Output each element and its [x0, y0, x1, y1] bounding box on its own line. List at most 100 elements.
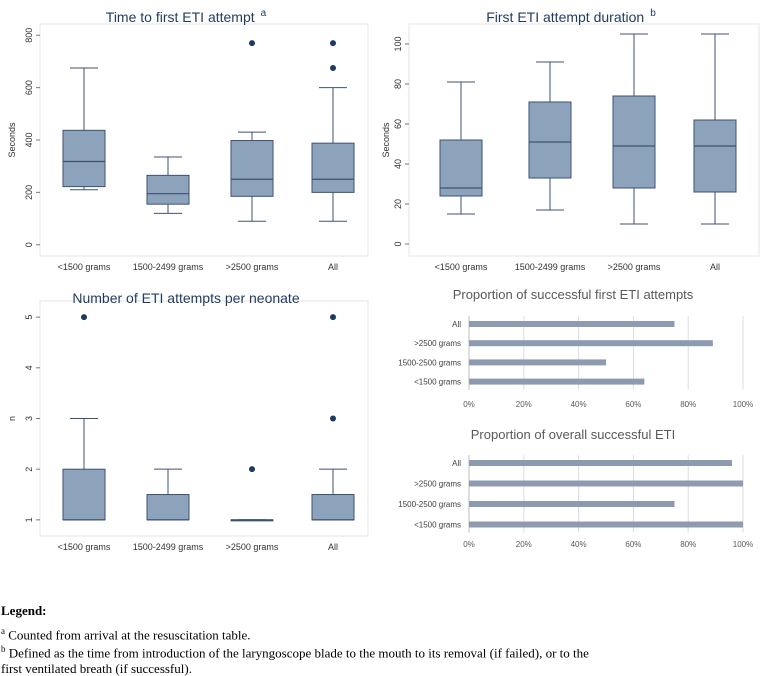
- bar: [469, 340, 713, 347]
- box-2: [230, 466, 274, 522]
- x-category-label: >2500 grams: [226, 262, 279, 272]
- x-tick-label: 60%: [625, 400, 641, 409]
- y-category-label: All: [452, 320, 461, 329]
- x-tick-label: 0%: [463, 400, 475, 409]
- y-category-label: >2500 grams: [414, 339, 461, 348]
- legend-note-a-text: Counted from arrival at the resuscitatio…: [8, 627, 251, 643]
- bar: [469, 521, 743, 528]
- legend-note-a: a Counted from arrival at the resuscitat…: [1, 624, 761, 642]
- legend-note-b-continued-text: first ventilated breath (if successful).: [1, 660, 192, 676]
- bar: [469, 460, 733, 466]
- y-axis-label: n: [7, 416, 17, 421]
- chart-title-text: Time to first ETI attempt: [106, 9, 255, 25]
- chart-title: Number of ETI attempts per neonate: [72, 290, 299, 306]
- x-category-label: <1500 grams: [58, 542, 111, 552]
- y-category-label: 1500-2500 grams: [398, 358, 461, 367]
- bar: [469, 321, 675, 327]
- box-0: [439, 81, 483, 215]
- y-category-label: 1500-2500 grams: [398, 500, 461, 509]
- figure-legend: Legend: a Counted from arrival at the re…: [1, 603, 761, 676]
- boxplot-time-to-first-eti: Time to first ETI attempt a Seconds 0 200 400…: [7, 8, 369, 272]
- chart-panel-proportion-overall-success: Proportion of overall successful ETI 0% 20…: [381, 421, 765, 559]
- box-1: [528, 61, 572, 211]
- x-category-label: All: [710, 262, 720, 272]
- box-1: [146, 156, 190, 214]
- boxplot-number-of-eti-attempts: Number of ETI attempts per neonate n 1 2 3 4 5…: [7, 290, 369, 552]
- x-category-label: 1500-2499 grams: [133, 262, 204, 272]
- box-0: [62, 314, 106, 521]
- legend-heading: Legend:: [1, 603, 47, 618]
- box-body: [612, 95, 656, 189]
- y-tick-label: 0: [24, 242, 34, 247]
- y-category-label: <1500 grams: [414, 521, 461, 530]
- y-tick-label: 200: [24, 185, 34, 200]
- boxplot-first-eti-duration: First ETI attempt duration b Seconds 0 20 40 6…: [381, 8, 760, 272]
- y-category-label: >2500 grams: [414, 480, 461, 489]
- barchart-successful-first-attempts: Proportion of successful first ETI attem…: [398, 287, 753, 409]
- bar: [469, 378, 645, 385]
- x-tick-label: 100%: [733, 540, 753, 549]
- box-1: [146, 468, 190, 521]
- outlier-point: [330, 64, 336, 71]
- chart-title: Proportion of overall successful ETI: [471, 427, 675, 442]
- y-category-label: <1500 grams: [414, 378, 461, 387]
- y-tick-label: 3: [24, 416, 34, 421]
- y-tick-label: 600: [24, 80, 34, 95]
- outlier-point: [330, 415, 336, 422]
- chart-panel-proportion-successful-first: Proportion of successful first ETI attem…: [381, 283, 765, 421]
- chart-title-text: Number of ETI attempts per neonate: [72, 290, 299, 306]
- x-tick-label: 80%: [680, 540, 696, 549]
- x-tick-label: 100%: [733, 400, 753, 409]
- box-body: [693, 119, 737, 193]
- x-category-label: <1500 grams: [58, 262, 111, 272]
- y-tick-label: 40: [393, 159, 403, 169]
- bar: [469, 359, 606, 366]
- x-category-label: >2500 grams: [608, 262, 661, 272]
- box-3: [311, 40, 355, 222]
- chart-title: Proportion of successful first ETI attem…: [453, 287, 694, 302]
- chart-panel-time-to-first-eti: Time to first ETI attempt a Seconds 0 200 400…: [0, 0, 373, 283]
- x-tick-label: 0%: [463, 540, 475, 549]
- chart-title: Time to first ETI attempt a: [106, 8, 267, 25]
- box-0: [62, 67, 106, 191]
- y-category-label: All: [452, 459, 461, 468]
- legend-note-b-text: Defined as the time from introduction of…: [8, 645, 589, 661]
- y-tick-label: 5: [24, 315, 34, 320]
- box-body: [146, 174, 190, 205]
- x-category-label: All: [328, 542, 338, 552]
- x-tick-label: 80%: [680, 400, 696, 409]
- x-category-label: >2500 grams: [226, 542, 279, 552]
- chart-title-superscript: b: [650, 8, 656, 19]
- x-category-label: All: [328, 262, 338, 272]
- y-tick-label: 20: [393, 199, 403, 209]
- x-tick-label: 20%: [516, 400, 532, 409]
- y-tick-label: 80: [393, 79, 403, 89]
- y-tick-label: 4: [24, 365, 34, 370]
- y-axis-label: Seconds: [7, 122, 17, 158]
- box-body: [230, 140, 274, 197]
- box-2: [230, 40, 274, 222]
- chart-title: First ETI attempt duration b: [486, 8, 656, 25]
- box-2: [612, 33, 656, 225]
- x-category-label: 1500-2499 grams: [133, 542, 204, 552]
- y-axis-label: Seconds: [381, 122, 391, 158]
- chart-panel-number-of-eti-attempts: Number of ETI attempts per neonate n 1 2 3 4 5…: [0, 283, 373, 559]
- y-tick-label: 800: [24, 28, 34, 43]
- bar: [469, 480, 743, 487]
- box-body: [528, 101, 572, 179]
- box-body: [311, 494, 355, 521]
- x-category-label: 1500-2499 grams: [515, 262, 586, 272]
- box-3: [311, 314, 355, 521]
- y-tick-label: 2: [24, 467, 34, 472]
- x-category-label: <1500 grams: [435, 262, 488, 272]
- y-tick-label: 1: [24, 517, 34, 522]
- y-tick-label: 400: [24, 132, 34, 147]
- outlier-point: [330, 40, 336, 47]
- x-tick-label: 20%: [516, 540, 532, 549]
- box-body: [146, 494, 190, 521]
- box-body: [439, 139, 483, 197]
- y-tick-label: 60: [393, 119, 403, 129]
- outlier-point: [249, 466, 255, 473]
- outlier-point: [81, 314, 87, 321]
- x-tick-label: 40%: [571, 400, 587, 409]
